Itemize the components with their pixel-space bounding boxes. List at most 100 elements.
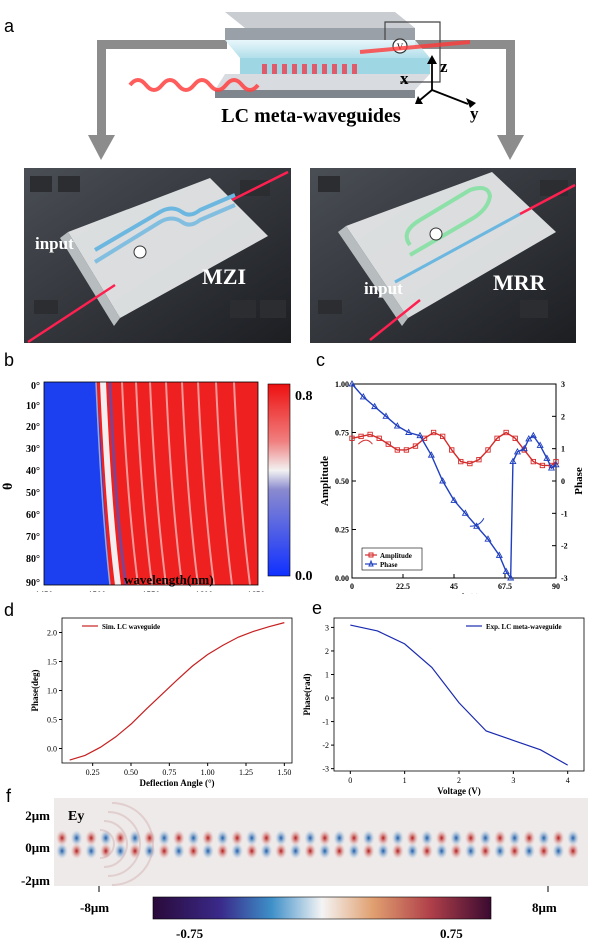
amplitude-point — [358, 433, 364, 440]
field-lobe-lower — [70, 843, 83, 859]
field-lobe-upper — [245, 830, 258, 846]
heatmap-xlabel: wavelength(nm) — [124, 572, 214, 587]
amplitude-point — [530, 458, 536, 465]
ytick-label: 0.50 — [335, 477, 349, 486]
field-lobe-upper — [99, 830, 112, 846]
legend-amplitude-marker — [368, 552, 374, 558]
ytick-right-label: 3 — [561, 380, 565, 389]
field-lobe-upper — [216, 830, 229, 846]
x-axis-label: LC Angle(°) — [428, 593, 480, 594]
field-lobe-lower — [172, 843, 185, 859]
xtick-label: 0 — [350, 582, 354, 591]
series-line — [69, 622, 285, 761]
phase-point — [543, 454, 551, 461]
field-lobe-upper — [114, 830, 127, 846]
field-lobe-lower — [464, 843, 477, 859]
field-lobe-lower — [450, 843, 463, 859]
field-lobe-upper — [129, 830, 141, 846]
amplitude-point — [449, 447, 455, 453]
field-lobe-lower — [567, 843, 579, 859]
field-lobe-upper — [143, 830, 156, 846]
field-cbar-min: -0.75 — [176, 926, 204, 941]
amplitude-arrow-icon — [358, 439, 373, 445]
ytick-label: 3 — [325, 623, 329, 632]
field-lobe-lower — [231, 843, 244, 859]
svg-text:1650: 1650 — [247, 590, 266, 592]
svg-text:2μm: 2μm — [25, 808, 50, 823]
svg-text:1500: 1500 — [88, 590, 107, 592]
amplitude-point — [553, 458, 559, 465]
amplitude-point — [476, 457, 482, 463]
amplitude-point — [385, 441, 391, 447]
amplitude-point — [458, 458, 464, 465]
svg-text:50°: 50° — [26, 488, 40, 499]
field-lobe-lower — [406, 843, 419, 859]
field-lobe-upper — [377, 830, 390, 846]
y-axis-label: Phase(rad) — [302, 674, 312, 716]
amplitude-point — [485, 447, 491, 453]
xtick-label: 1 — [403, 776, 407, 785]
field-pattern — [56, 802, 579, 886]
svg-text:20°: 20° — [26, 422, 40, 433]
field-lobe-upper — [435, 830, 448, 846]
amplitude-point — [430, 429, 437, 436]
svg-text:1450: 1450 — [35, 590, 54, 592]
field-lobe-upper — [537, 830, 550, 846]
field-lobe-lower — [143, 843, 156, 859]
grating-teeth — [262, 64, 357, 74]
heatmap-yticks: 0° 10° 20° 30° 40° 50° 60° 70° 80° 90° — [26, 381, 40, 589]
field-lobe-upper — [231, 830, 244, 846]
phase-point — [461, 509, 469, 516]
svg-text:1600: 1600 — [195, 590, 214, 592]
legend-amplitude-label: Amplitude — [380, 552, 412, 560]
field-lobe-lower — [56, 843, 68, 859]
phase-point — [405, 428, 413, 435]
mrr-label: MRR — [493, 270, 547, 295]
field-lobe-lower — [158, 843, 171, 859]
plot-frame — [61, 617, 293, 764]
meta-waveguide-device: V — [128, 12, 471, 98]
amplitude-point — [421, 435, 428, 441]
field-lobe-lower — [552, 843, 565, 859]
ytick-label: 2.0 — [47, 629, 57, 638]
cbar-bottom: 0.0 — [295, 569, 313, 584]
mrr-input-label: input — [364, 279, 403, 298]
ytick-label: 0.5 — [47, 716, 57, 725]
axis-y-label: y — [470, 104, 479, 123]
panel-f-label: f — [6, 786, 12, 806]
phase-point — [495, 551, 503, 558]
mzi-chip-render — [24, 168, 291, 344]
field-lobe-upper — [275, 830, 287, 846]
phase-point — [393, 422, 401, 429]
heatmap-ylabel: θ — [1, 483, 16, 490]
xtick-label: 90 — [552, 582, 560, 591]
panel-c-chart: 0.00 0.25 0.50 0.75 1.00 -3 -2 -1 0 1 2 3 0 22.5 45 67.… — [319, 380, 585, 594]
amplitude-point — [503, 429, 509, 436]
svg-text:70°: 70° — [26, 532, 40, 543]
field-lobe-upper — [479, 830, 492, 846]
x-axis-label: Voltage (V) — [437, 786, 480, 796]
svg-text:-2μm: -2μm — [21, 873, 50, 888]
field-lobe-upper — [523, 830, 536, 846]
heatmap-field — [44, 382, 251, 585]
xtick-label: 1.50 — [277, 768, 291, 777]
field-lobe-lower — [304, 843, 317, 859]
legend-label: Exp. LC meta-waveguide — [486, 623, 562, 631]
y-axis-label: Phase(deg) — [30, 670, 40, 712]
field-lobe-lower — [494, 843, 506, 859]
ytick-label: -1 — [322, 718, 329, 727]
svg-text:80°: 80° — [26, 554, 40, 565]
phase-point — [552, 460, 560, 468]
panel-d-chart: 0.0 0.5 1.0 1.5 2.0 0.25 0.50 0.75 1.00 1.25 1.50 D… — [30, 617, 293, 788]
x-axis-label: Deflection Angle (°) — [139, 778, 214, 788]
phase-point — [547, 464, 556, 471]
field-lobe-upper — [85, 830, 98, 846]
ytick-label: 1.00 — [335, 380, 349, 389]
ytick-label: 1 — [325, 670, 329, 679]
amplitude-point — [376, 435, 382, 441]
field-lobe-upper — [70, 830, 83, 846]
svg-text:1550: 1550 — [142, 590, 161, 592]
field-lobe-upper — [289, 830, 302, 846]
field-xmin: -8μm — [80, 900, 109, 915]
svg-text:40°: 40° — [26, 466, 40, 477]
